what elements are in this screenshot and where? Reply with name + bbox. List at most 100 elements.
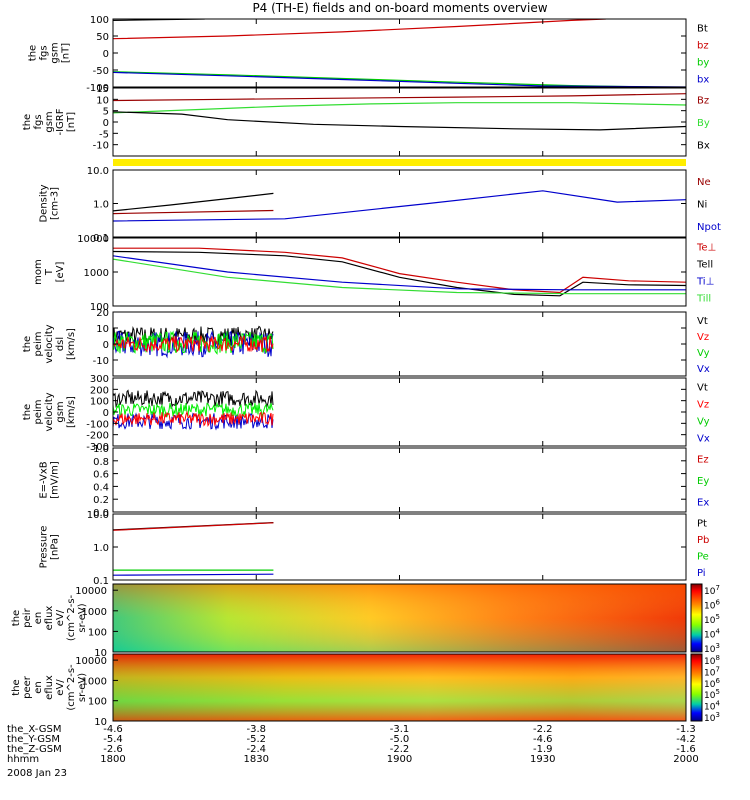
panel-frame bbox=[112, 169, 687, 238]
y-tick-label: -10 bbox=[93, 356, 109, 367]
y-tick-label: 1000 bbox=[82, 676, 107, 687]
y-tick-label: 50 bbox=[96, 32, 109, 43]
y-tick-label: 10000 bbox=[75, 656, 107, 667]
y-axis-label: [nT] bbox=[66, 112, 77, 132]
legend-Vz: Vz bbox=[697, 400, 709, 411]
x-tick-label: -1.3 bbox=[676, 724, 696, 735]
y-axis-label: T bbox=[44, 268, 55, 276]
y-tick-label: -10 bbox=[93, 141, 109, 152]
series-Vz bbox=[113, 410, 274, 428]
legend-Vt: Vt bbox=[697, 383, 708, 394]
y-tick-label: -200 bbox=[86, 431, 109, 442]
y-axis-label: sr-eV) bbox=[77, 673, 88, 702]
legend-Npot: Npot bbox=[697, 222, 721, 233]
y-tick-label: 1000 bbox=[84, 268, 109, 279]
colorbar-tick-label: 106 bbox=[704, 599, 720, 612]
colorbar-tick-label: 105 bbox=[704, 688, 720, 701]
y-axis-label: the bbox=[22, 404, 33, 420]
panel-frame bbox=[112, 653, 687, 722]
spectrogram-shade bbox=[113, 654, 686, 721]
colorbar-tick-label: 105 bbox=[704, 613, 720, 626]
y-tick-label: 0.6 bbox=[93, 470, 109, 481]
series-Vx bbox=[113, 411, 274, 431]
date-label: 2008 Jan 23 bbox=[7, 768, 67, 779]
y-tick-label: 10.0 bbox=[87, 510, 109, 521]
colorbar-tick-label: 104 bbox=[704, 628, 720, 641]
y-axis-label: peer bbox=[22, 675, 33, 699]
legend-Vx: Vx bbox=[697, 434, 710, 445]
x-tick-label: 2000 bbox=[673, 754, 698, 765]
legend-Bz: Bz bbox=[697, 95, 709, 106]
x-tick-label: -3.1 bbox=[390, 724, 410, 735]
legend-Vy: Vy bbox=[697, 417, 710, 428]
series-Bx bbox=[113, 111, 686, 131]
x-tick-label: -4.6 bbox=[103, 724, 123, 735]
x-tick-label: -2.6 bbox=[103, 744, 123, 755]
y-axis-label: en bbox=[33, 612, 44, 625]
x-axis-row-label: the_X-GSM bbox=[7, 724, 61, 735]
series-Ni bbox=[113, 192, 274, 212]
y-axis-label: gsm bbox=[44, 111, 55, 132]
y-tick-label: 10.0 bbox=[87, 166, 109, 177]
y-axis-label: Pressure bbox=[39, 526, 50, 569]
series-Vz bbox=[113, 334, 274, 353]
y-axis-label: velocity bbox=[44, 324, 55, 363]
y-tick-label: 0 bbox=[103, 408, 109, 419]
y-tick-label: 0.2 bbox=[93, 495, 109, 506]
y-tick-label: 0 bbox=[103, 340, 109, 351]
y-tick-label: 10 bbox=[94, 648, 107, 659]
y-tick-label: 1.0 bbox=[93, 444, 109, 455]
legend-Ez: Ez bbox=[697, 455, 709, 466]
y-axis-label: gsm bbox=[50, 42, 61, 63]
y-tick-label: -100 bbox=[86, 419, 109, 430]
separator-bar bbox=[113, 159, 686, 166]
y-axis-label: sr-eV) bbox=[77, 603, 88, 632]
legend-Tell: Tell bbox=[696, 260, 713, 271]
y-axis-label: eflux bbox=[44, 606, 55, 631]
colorbar-tick-label: 103 bbox=[704, 642, 720, 655]
y-tick-label: 0.8 bbox=[93, 457, 109, 468]
y-axis-label: -IGRF bbox=[55, 108, 66, 135]
legend-Pt: Pt bbox=[697, 518, 707, 529]
x-tick-label: -5.4 bbox=[103, 734, 123, 745]
series-Pb bbox=[113, 522, 274, 531]
legend-by: by bbox=[697, 58, 709, 69]
legend-Bx: Bx bbox=[697, 141, 710, 152]
y-axis-label: [km/s] bbox=[66, 396, 77, 428]
series-Vt bbox=[113, 389, 274, 408]
series-Vt bbox=[113, 325, 274, 348]
x-tick-label: 1900 bbox=[387, 754, 412, 765]
y-axis-label: [cm-3] bbox=[50, 187, 61, 220]
y-axis-label: peir bbox=[22, 607, 33, 627]
y-tick-label: 15 bbox=[96, 84, 109, 95]
x-tick-label: -4.6 bbox=[533, 734, 553, 745]
x-axis-row-label: the_Y-GSM bbox=[7, 734, 60, 745]
x-tick-label: 1830 bbox=[244, 754, 269, 765]
colorbar-tick-label: 106 bbox=[704, 677, 720, 690]
y-tick-label: 10000 bbox=[77, 234, 109, 245]
x-tick-label: -5.0 bbox=[390, 734, 410, 745]
x-tick-label: 1800 bbox=[100, 754, 125, 765]
y-tick-label: 0 bbox=[103, 49, 109, 60]
y-tick-label: 0.1 bbox=[93, 233, 109, 244]
x-tick-label: -1.9 bbox=[533, 744, 553, 755]
x-tick-label: -2.4 bbox=[246, 744, 266, 755]
panel-10: the peer en eflux eV/(cm^2-s-sr-eV) 108107106… bbox=[11, 653, 720, 728]
panel-6: the peim velocity gsm [km/s] 3002001000-100-2… bbox=[22, 374, 687, 453]
y-axis-label: (cm^2-s- bbox=[66, 594, 77, 641]
y-tick-label: 1.0 bbox=[93, 200, 109, 211]
y-axis-label: fgs bbox=[33, 114, 44, 129]
colorbar bbox=[690, 583, 703, 653]
x-tick-label: 1930 bbox=[530, 754, 555, 765]
y-tick-label: 5 bbox=[103, 107, 109, 118]
y-tick-label: 1.0 bbox=[93, 543, 109, 554]
legend-Ti⊥: Ti⊥ bbox=[696, 277, 714, 288]
legend-By: By bbox=[697, 118, 710, 129]
panel-frame bbox=[112, 447, 687, 513]
y-tick-label: -5 bbox=[99, 129, 109, 140]
y-axis-label: dsl bbox=[55, 337, 66, 351]
series-Te⊥ bbox=[113, 247, 686, 294]
x-axis-row-label: hhmm bbox=[7, 754, 39, 765]
panel-5: the peim velocity dsl [km/s] 20 10 0 -10 bbox=[22, 308, 687, 377]
legend-Pb: Pb bbox=[697, 535, 709, 546]
